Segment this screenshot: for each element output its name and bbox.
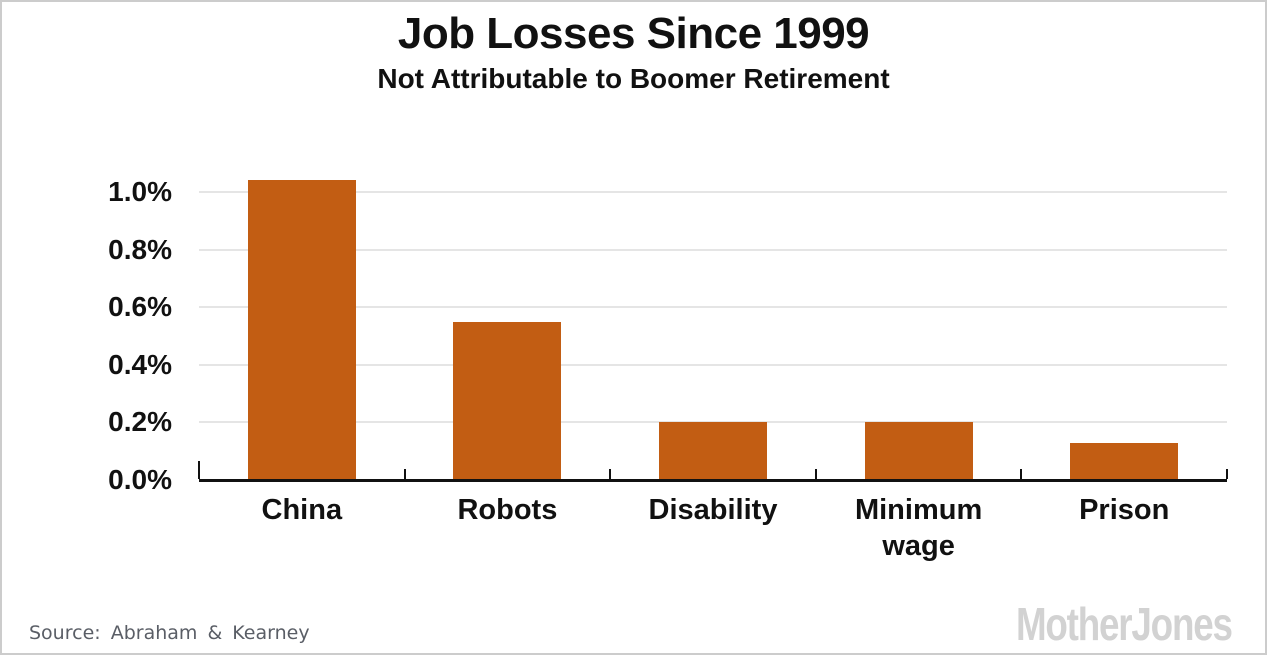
bar-robots xyxy=(453,321,562,480)
x-axis-tick xyxy=(1020,469,1023,479)
x-axis-category-label: Prison xyxy=(1079,494,1170,526)
y-axis-tick-label: 1.0% xyxy=(108,176,172,207)
gridline xyxy=(199,363,1227,366)
bar-prison xyxy=(1070,442,1179,480)
x-axis-category-label: China xyxy=(261,494,343,526)
x-axis-tick xyxy=(814,469,817,479)
gridline xyxy=(199,306,1227,309)
bar-disability xyxy=(659,422,767,480)
y-axis-tick-label: 0.8% xyxy=(108,233,172,265)
x-axis-tick xyxy=(609,469,612,479)
y-axis-tick-label: 0.0% xyxy=(108,464,172,495)
gridline xyxy=(199,248,1227,251)
gridline xyxy=(199,191,1227,193)
x-axis-category-label: Disability xyxy=(648,494,778,526)
x-axis-tick xyxy=(198,461,200,479)
x-axis-tick xyxy=(1226,469,1228,479)
chart-subtitle: Not Attributable to Boomer Retirement xyxy=(377,63,890,94)
bar-china xyxy=(247,180,356,480)
chart-title: Job Losses Since 1999 xyxy=(397,9,870,58)
source-note: Source: Abraham & Kearney xyxy=(29,622,310,644)
y-axis-tick-label: 0.6% xyxy=(108,291,172,323)
x-axis-category-label: Robots xyxy=(457,494,558,526)
y-axis-tick-label: 0.2% xyxy=(108,406,172,438)
x-axis-tick xyxy=(403,469,406,479)
motherjones-logo: MotherJones xyxy=(1016,598,1233,650)
bar-minimum-wage xyxy=(864,422,973,480)
x-axis-line xyxy=(199,479,1227,482)
y-axis-tick-label: 0.4% xyxy=(108,348,172,380)
x-axis-category-label: Minimum wage xyxy=(854,494,983,562)
